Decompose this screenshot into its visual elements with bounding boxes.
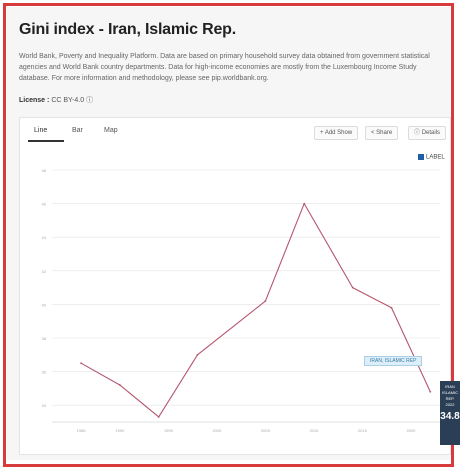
data-point	[429, 390, 432, 393]
details-label: Details	[421, 130, 441, 136]
y-tick-label: 40	[42, 302, 47, 307]
data-point	[196, 353, 199, 356]
license-link[interactable]: CC BY-4.0	[51, 97, 85, 104]
flag-line-3: REP.	[445, 396, 455, 401]
y-tick-label: 46	[42, 202, 47, 207]
chart-tabs: Line Bar Map + Add Show < Share ⓘ Detail…	[20, 118, 450, 144]
info-icon[interactable]: ⓘ	[86, 97, 94, 104]
license-label: License :	[19, 97, 50, 104]
license-line: License : CC BY-4.0 ⓘ	[19, 95, 93, 105]
tab-map[interactable]: Map	[104, 127, 118, 134]
chart-description: World Bank, Poverty and Inequality Platf…	[19, 53, 430, 82]
add-show-button[interactable]: + Add Show	[314, 126, 359, 140]
y-tick-label: 42	[42, 269, 47, 274]
x-tick-label: 2020	[406, 428, 416, 433]
x-tick-label: 2010	[309, 428, 319, 433]
y-tick-label: 48	[42, 168, 47, 173]
x-tick-label: 2005	[261, 428, 271, 433]
share-button[interactable]: < Share	[365, 126, 399, 140]
tab-line[interactable]: Line	[34, 127, 48, 134]
page-title: Gini index - Iran, Islamic Rep.	[19, 21, 236, 38]
data-point	[390, 306, 393, 309]
legend-swatch	[418, 154, 424, 160]
x-tick-label: 1995	[164, 428, 174, 433]
x-tick-label: 1986	[77, 428, 87, 433]
details-button[interactable]: ⓘ Details	[408, 126, 447, 140]
hover-tooltip: IRAN, ISLAMIC REP	[364, 356, 423, 366]
data-point	[157, 416, 160, 418]
y-tick-label: 36	[42, 370, 47, 375]
y-tick-label: 34	[42, 403, 47, 408]
data-point	[351, 286, 354, 289]
data-point	[80, 362, 82, 365]
chart-card: Gini index - Iran, Islamic Rep. World Ba…	[7, 7, 460, 460]
info-icon: ⓘ	[414, 130, 421, 136]
series-line	[80, 203, 431, 418]
data-point	[264, 300, 267, 302]
active-tab-indicator	[28, 140, 64, 142]
data-point	[119, 384, 121, 386]
x-tick-label: 2015	[358, 428, 368, 433]
y-tick-label: 38	[42, 336, 47, 341]
value-flag: IRAN ISLAMIC REP. 2022 34.8	[440, 381, 460, 445]
y-tick-label: 44	[42, 235, 47, 240]
data-point	[303, 202, 306, 205]
tab-bar[interactable]: Bar	[72, 127, 83, 134]
flag-line-1: IRAN	[445, 384, 455, 389]
x-tick-label: 1990	[115, 428, 125, 433]
flag-value: 34.8	[440, 411, 460, 422]
legend-label: LABEL	[426, 154, 445, 161]
chart-panel: Line Bar Map + Add Show < Share ⓘ Detail…	[19, 117, 451, 455]
flag-line-2: ISLAMIC	[441, 390, 458, 395]
chart-legend[interactable]: LABEL	[418, 154, 445, 161]
line-chart: 34 36 38 40 42 44 46 48 1986 1990 1995 2000 2005 2010…	[42, 168, 440, 433]
x-tick-label: 2000	[212, 428, 222, 433]
flag-line-4: 2022	[445, 402, 455, 407]
